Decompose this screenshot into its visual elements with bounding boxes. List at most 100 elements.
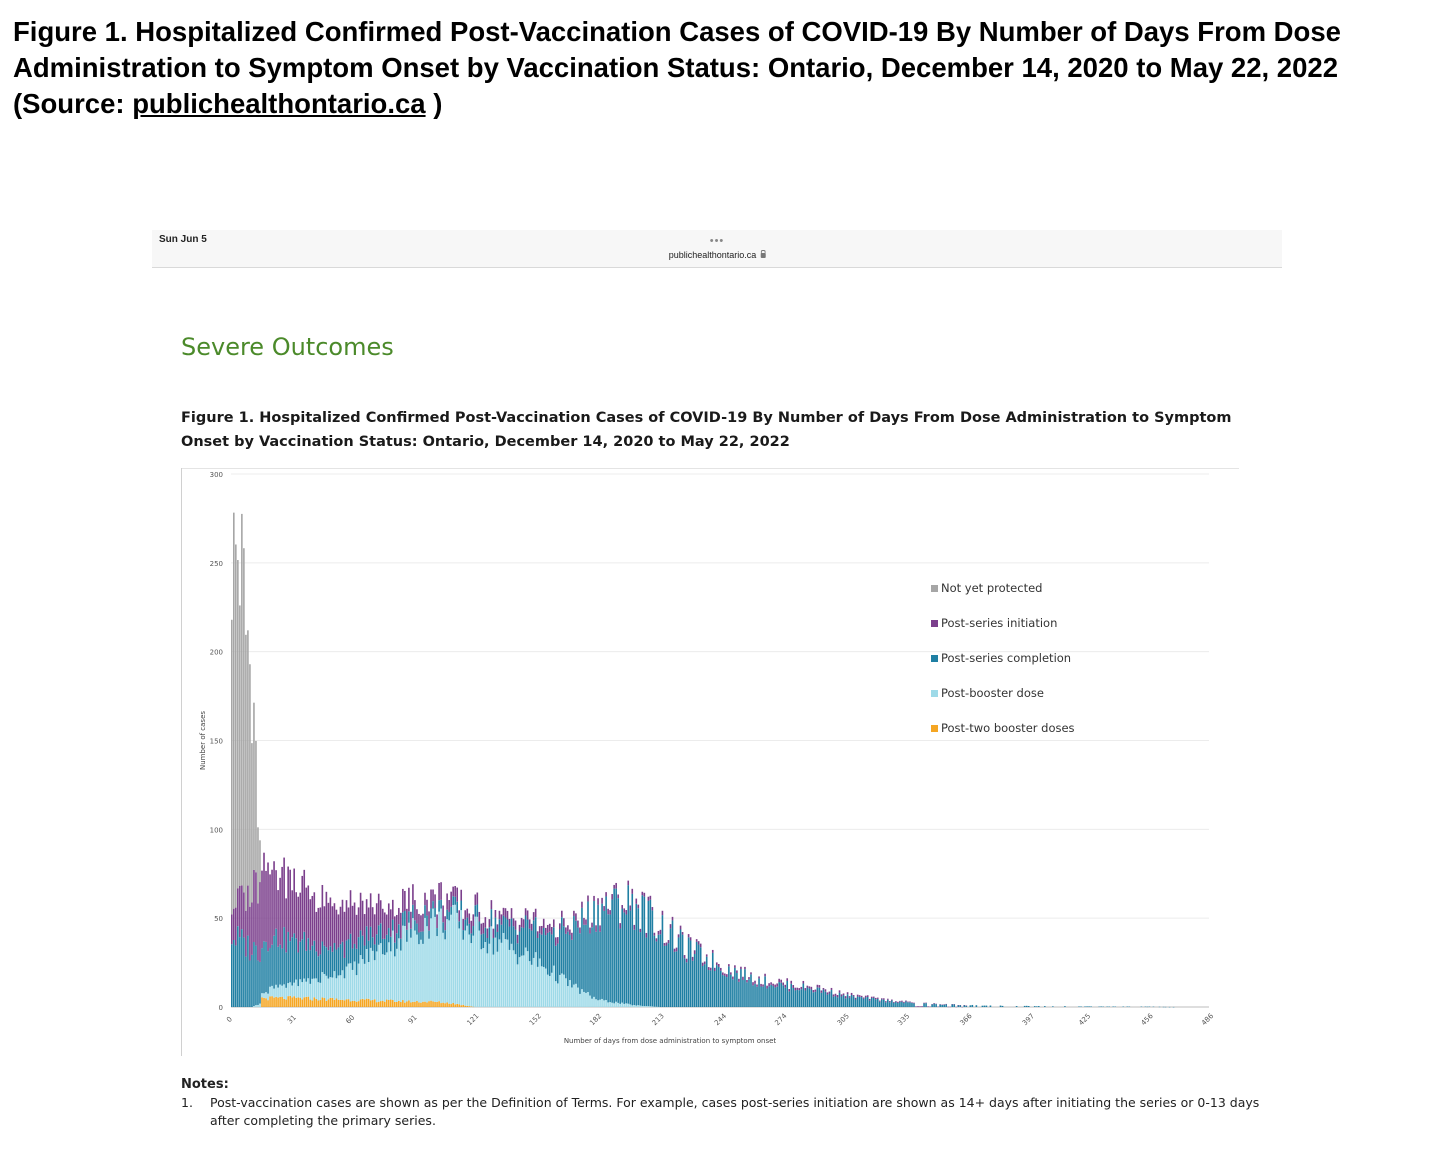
bar-segment <box>575 983 577 1007</box>
bar-segment <box>611 894 613 900</box>
bar-segment <box>400 938 402 951</box>
bar-segment <box>720 970 722 1007</box>
bar-segment <box>571 939 573 988</box>
bar-segment <box>627 880 630 886</box>
section-title: Severe Outcomes <box>181 333 394 361</box>
bar-segment <box>715 962 718 966</box>
bar-segment <box>812 990 815 993</box>
bar-segment <box>472 926 475 936</box>
bar-segment <box>663 943 666 946</box>
bar-segment <box>396 1001 398 1007</box>
bar-segment <box>301 999 304 1007</box>
bar-segment <box>243 937 245 1007</box>
bar-segment <box>641 1005 644 1007</box>
bar-segment <box>484 942 487 1007</box>
legend-entry: Not yet protected <box>931 581 1042 595</box>
bar-segment <box>231 944 233 1007</box>
bar-segment <box>317 982 320 1001</box>
bar-segment <box>243 892 245 938</box>
bar-segment <box>641 895 644 1006</box>
y-tick-label: 200 <box>210 649 223 657</box>
bar-segment <box>893 1001 895 1003</box>
bar-segment <box>331 998 334 1007</box>
bar-segment <box>577 927 579 988</box>
bar-segment <box>412 904 414 919</box>
bar-segment <box>593 996 595 1007</box>
bar-segment <box>800 989 803 1007</box>
bar-segment <box>848 997 851 1007</box>
bar-segment <box>293 868 295 934</box>
bar-segment <box>373 960 376 1000</box>
bar-segment <box>748 979 750 1007</box>
bar-segment <box>798 988 801 991</box>
bar-segment <box>309 950 312 984</box>
bar-segment <box>540 966 543 1007</box>
bar-segment <box>269 996 271 1007</box>
bar-segment <box>396 948 398 1002</box>
bar-segment <box>502 907 505 916</box>
bar-segment <box>391 930 394 1001</box>
bar-segment <box>999 1005 1002 1007</box>
bar-segment <box>233 940 235 1007</box>
bar-segment <box>466 908 469 918</box>
bar-segment <box>808 986 811 989</box>
bar-segment <box>506 910 509 920</box>
more-options-icon[interactable]: ••• <box>709 235 725 247</box>
bar-segment <box>943 1004 945 1007</box>
bar-segment <box>565 927 567 934</box>
bar-segment <box>758 976 760 979</box>
bar-segment <box>506 939 509 1007</box>
bar-segment <box>251 902 253 955</box>
bar-segment <box>301 875 304 940</box>
bar-segment <box>299 997 302 1007</box>
legend-swatch <box>931 655 938 662</box>
bar-segment <box>468 1006 471 1007</box>
address-bar[interactable]: publichealthontario.ca <box>669 250 766 260</box>
bar-segment <box>554 981 557 1007</box>
bar-segment <box>701 962 704 966</box>
bar-segment <box>391 899 394 920</box>
bar-segment <box>583 917 585 925</box>
bar-segment <box>880 998 883 1000</box>
bar-segment <box>325 947 328 976</box>
bar-segment <box>293 933 295 983</box>
legend-swatch <box>931 725 938 732</box>
bar-segment <box>923 1003 925 1007</box>
bar-segment <box>848 996 851 998</box>
bar-segment <box>381 954 384 1001</box>
bar-segment <box>617 1002 619 1007</box>
bar-segment <box>347 939 350 964</box>
bar-segment <box>430 1000 432 1007</box>
x-tick-label: 152 <box>528 1012 543 1027</box>
bar-segment <box>452 886 454 897</box>
bar-segment <box>657 934 660 1007</box>
bar-segment <box>375 951 378 1003</box>
legend-swatch <box>931 585 938 592</box>
bar-segment <box>279 877 281 945</box>
bar-segment <box>722 975 724 1007</box>
bar-segment <box>412 1001 414 1007</box>
bar-segment <box>707 967 710 971</box>
url-text: publichealthontario.ca <box>668 250 757 260</box>
bar-segment <box>412 918 414 1002</box>
bar-segment <box>241 885 243 930</box>
bar-segment <box>673 951 676 1007</box>
bar-segment <box>347 963 350 1000</box>
bar-segment <box>454 1004 456 1007</box>
bar-segment <box>878 1001 881 1007</box>
webpage-screenshot: Sun Jun 5 ••• publichealthontario.ca Sev… <box>152 230 1282 1148</box>
bar-segment <box>385 999 388 1007</box>
bar-segment <box>818 987 821 1007</box>
bar-segment <box>400 1002 402 1007</box>
bar-segment <box>860 997 863 1007</box>
source-link[interactable]: publichealthontario.ca <box>132 88 426 119</box>
bar-segment <box>985 1005 988 1007</box>
bar-segment <box>782 985 784 1007</box>
bar-segment <box>607 914 609 1003</box>
bar-segment <box>464 1005 467 1007</box>
bar-segment <box>305 996 308 1007</box>
bar-segment <box>520 917 523 928</box>
bar-segment <box>466 1005 469 1007</box>
bar-segment <box>611 1002 613 1007</box>
bar-segment <box>329 897 332 947</box>
